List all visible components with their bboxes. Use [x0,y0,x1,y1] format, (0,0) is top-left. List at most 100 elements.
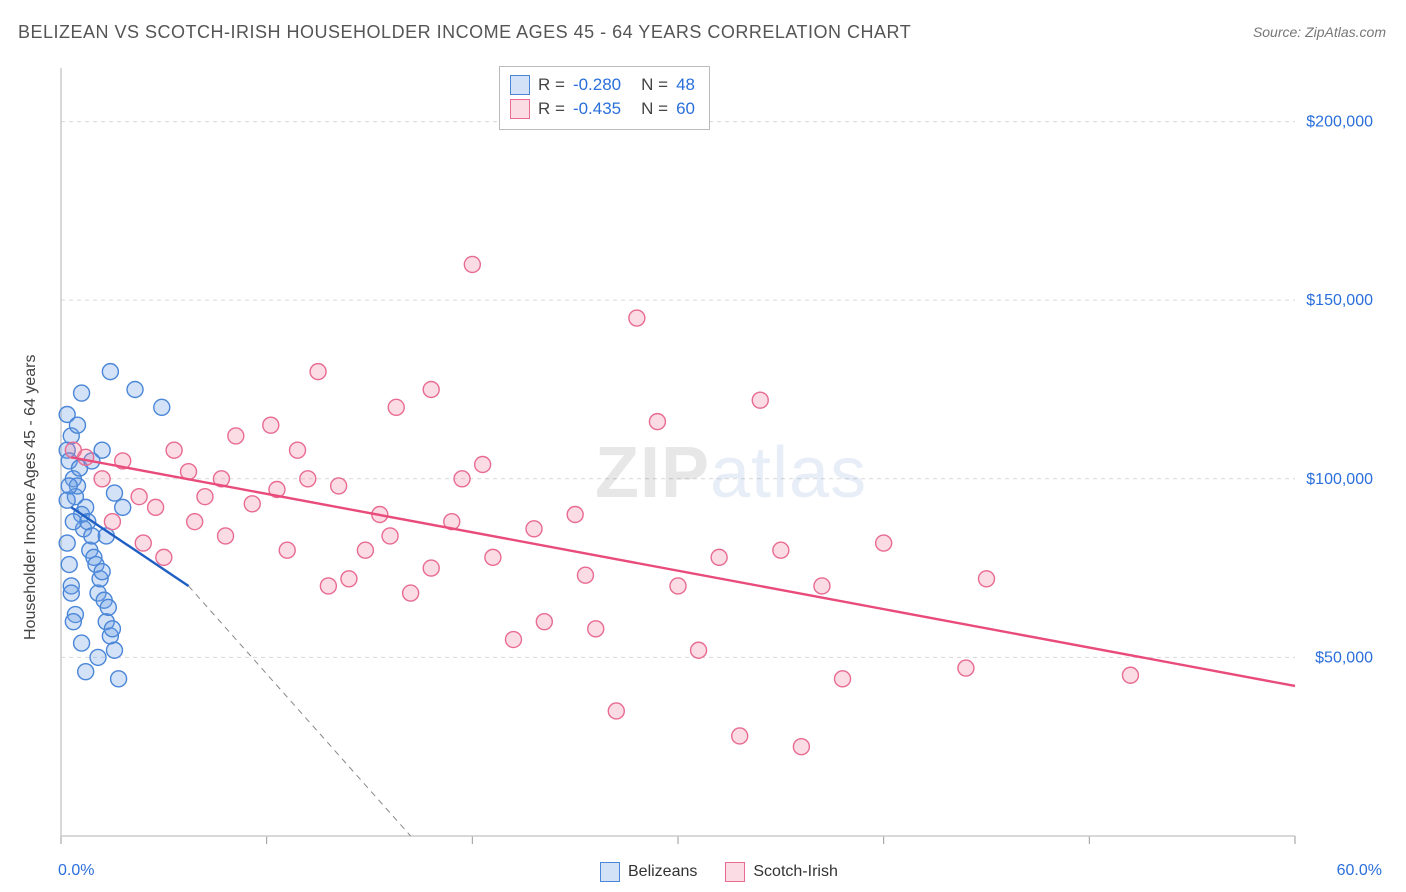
data-point [567,507,583,523]
data-point [154,399,170,415]
data-point [403,585,419,601]
trend-line-extrapolation [189,586,411,836]
data-point [691,642,707,658]
data-point [835,671,851,687]
data-point [485,549,501,565]
legend-label: Scotch-Irish [753,863,837,881]
data-point [588,621,604,637]
data-point [104,514,120,530]
legend-item: Scotch-Irish [725,862,837,882]
correlation-stats-box: R = -0.280N = 48R = -0.435N = 60 [499,66,710,130]
stats-row: R = -0.435N = 60 [510,97,695,121]
data-point [111,671,127,687]
y-axis-label: Householder Income Ages 45 - 64 years [22,355,40,641]
data-point [69,417,85,433]
data-point [65,514,81,530]
data-point [78,449,94,465]
data-point [711,549,727,565]
data-point [475,457,491,473]
data-point [331,478,347,494]
data-point [74,385,90,401]
data-point [732,728,748,744]
data-point [115,499,131,515]
data-point [74,635,90,651]
data-point [228,428,244,444]
data-point [94,564,110,580]
legend-swatch [510,75,530,95]
data-point [65,614,81,630]
data-point [310,364,326,380]
data-point [423,381,439,397]
data-point [629,310,645,326]
data-point [357,542,373,558]
data-point [263,417,279,433]
stats-row: R = -0.280N = 48 [510,73,695,97]
source-attribution: Source: ZipAtlas.com [1253,24,1386,40]
data-point [61,557,77,573]
data-point [454,471,470,487]
data-point [244,496,260,512]
data-point [127,381,143,397]
data-point [577,567,593,583]
series-legend: Belizeans Scotch-Irish [600,862,838,882]
data-point [505,632,521,648]
data-point [958,660,974,676]
data-point [187,514,203,530]
data-point [84,528,100,544]
scatter-plot-svg: $50,000 $100,000 $150,000 $200,000 [55,62,1385,852]
data-point [423,560,439,576]
data-point [218,528,234,544]
data-point [148,499,164,515]
data-point [94,471,110,487]
chart-title: BELIZEAN VS SCOTCH-IRISH HOUSEHOLDER INC… [18,22,911,43]
data-point [135,535,151,551]
data-point [341,571,357,587]
data-point [773,542,789,558]
data-point [608,703,624,719]
data-point [104,621,120,637]
data-point [106,485,122,501]
data-point [793,739,809,755]
data-point [59,492,75,508]
legend-swatch [725,862,745,882]
x-axis-max-label: 60.0% [1337,862,1382,880]
data-point [166,442,182,458]
data-point [100,599,116,615]
data-point [59,535,75,551]
legend-label: Belizeans [628,863,697,881]
data-point [156,549,172,565]
data-point [90,649,106,665]
data-point [78,664,94,680]
data-point [382,528,398,544]
data-point [526,521,542,537]
x-axis-min-label: 0.0% [58,862,94,880]
data-point [197,489,213,505]
trend-line [71,457,1295,686]
data-point [536,614,552,630]
data-point [63,585,79,601]
data-point [320,578,336,594]
data-point [290,442,306,458]
data-point [388,399,404,415]
data-point [876,535,892,551]
data-point [279,542,295,558]
data-point [131,489,147,505]
y-tick-label: $50,000 [1315,649,1373,666]
data-point [814,578,830,594]
data-point [102,364,118,380]
data-point [464,256,480,272]
data-point [752,392,768,408]
data-point [1122,667,1138,683]
legend-swatch [600,862,620,882]
data-point [979,571,995,587]
chart-area: $50,000$100,000$150,000$200,000 ZIPatlas… [55,62,1385,852]
legend-swatch [510,99,530,119]
y-tick-label: $100,000 [1306,471,1373,488]
data-point [106,642,122,658]
data-point [649,414,665,430]
data-point [670,578,686,594]
legend-item: Belizeans [600,862,697,882]
y-tick-label: $200,000 [1306,114,1373,131]
data-point [300,471,316,487]
y-tick-label: $150,000 [1306,292,1373,309]
